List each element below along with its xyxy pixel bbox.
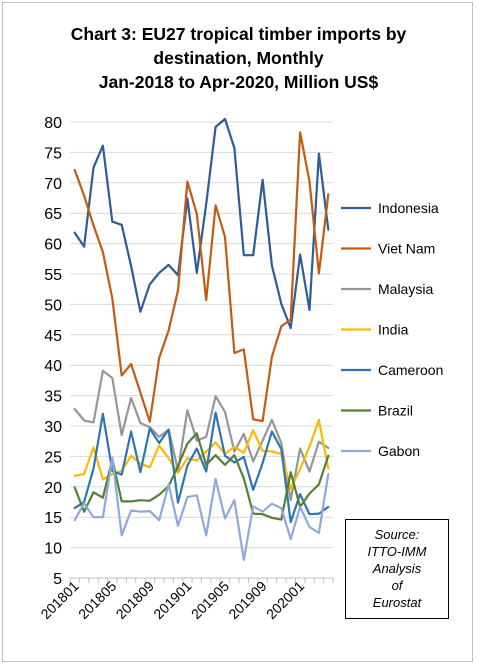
- y-tick-label: 75: [44, 145, 62, 162]
- series-line-indonesia: [73, 117, 330, 330]
- y-tick-label: 40: [44, 358, 62, 375]
- y-tick-label: 50: [44, 297, 62, 314]
- y-tick-label: 80: [44, 115, 62, 132]
- source-line: Analysis: [372, 561, 422, 576]
- y-tick-label: 30: [44, 419, 62, 436]
- source-line: Source:: [374, 527, 420, 542]
- x-tick-label: 201805: [75, 578, 119, 622]
- y-tick-label: 20: [44, 480, 62, 497]
- chart-title-line-3: Jan-2018 to Apr-2020, Million US$: [98, 72, 379, 92]
- legend-label: Indonesia: [378, 200, 439, 216]
- y-tick-label: 35: [44, 389, 62, 406]
- source-line: of: [391, 578, 403, 593]
- legend-label: Viet Nam: [378, 241, 435, 257]
- series-line-viet-nam: [73, 131, 330, 423]
- y-tick-label: 10: [44, 541, 62, 558]
- series-line-cameroon: [73, 411, 330, 524]
- source-line: ITTO-IMM: [367, 544, 427, 559]
- y-tick-label: 55: [44, 267, 62, 284]
- y-tick-label: 25: [44, 449, 62, 466]
- series-line-gabon: [73, 456, 330, 561]
- x-tick-label: 202001: [263, 578, 307, 622]
- legend-label: Gabon: [378, 443, 420, 459]
- x-tick-label: 201901: [150, 578, 194, 622]
- x-tick-label: 201809: [113, 578, 157, 622]
- x-tick-label: 201909: [225, 578, 269, 622]
- series-line-malaysia: [73, 369, 330, 502]
- chart-title-line-1: Chart 3: EU27 tropical timber imports by: [70, 24, 407, 44]
- legend-label: Malaysia: [378, 281, 433, 297]
- y-tick-label: 70: [44, 176, 62, 193]
- legend-label: India: [378, 322, 409, 338]
- chart-frame: [2, 2, 473, 662]
- y-tick-label: 15: [44, 510, 62, 527]
- legend-label: Brazil: [378, 403, 413, 419]
- legend-label: Cameroon: [378, 362, 443, 378]
- source-line: Eurostat: [372, 595, 422, 610]
- source-box: Source: ITTO-IMM Analysis of Eurostat: [345, 519, 449, 619]
- chart-title: Chart 3: EU27 tropical timber imports by…: [0, 22, 477, 94]
- y-tick-label: 65: [44, 206, 62, 223]
- y-tick-label: 60: [44, 237, 62, 254]
- y-tick-label: 5: [53, 571, 62, 588]
- x-tick-label: 201905: [188, 578, 232, 622]
- series-line-brazil: [73, 432, 330, 521]
- y-tick-label: 45: [44, 328, 62, 345]
- chart-title-line-2: destination, Monthly: [153, 48, 324, 68]
